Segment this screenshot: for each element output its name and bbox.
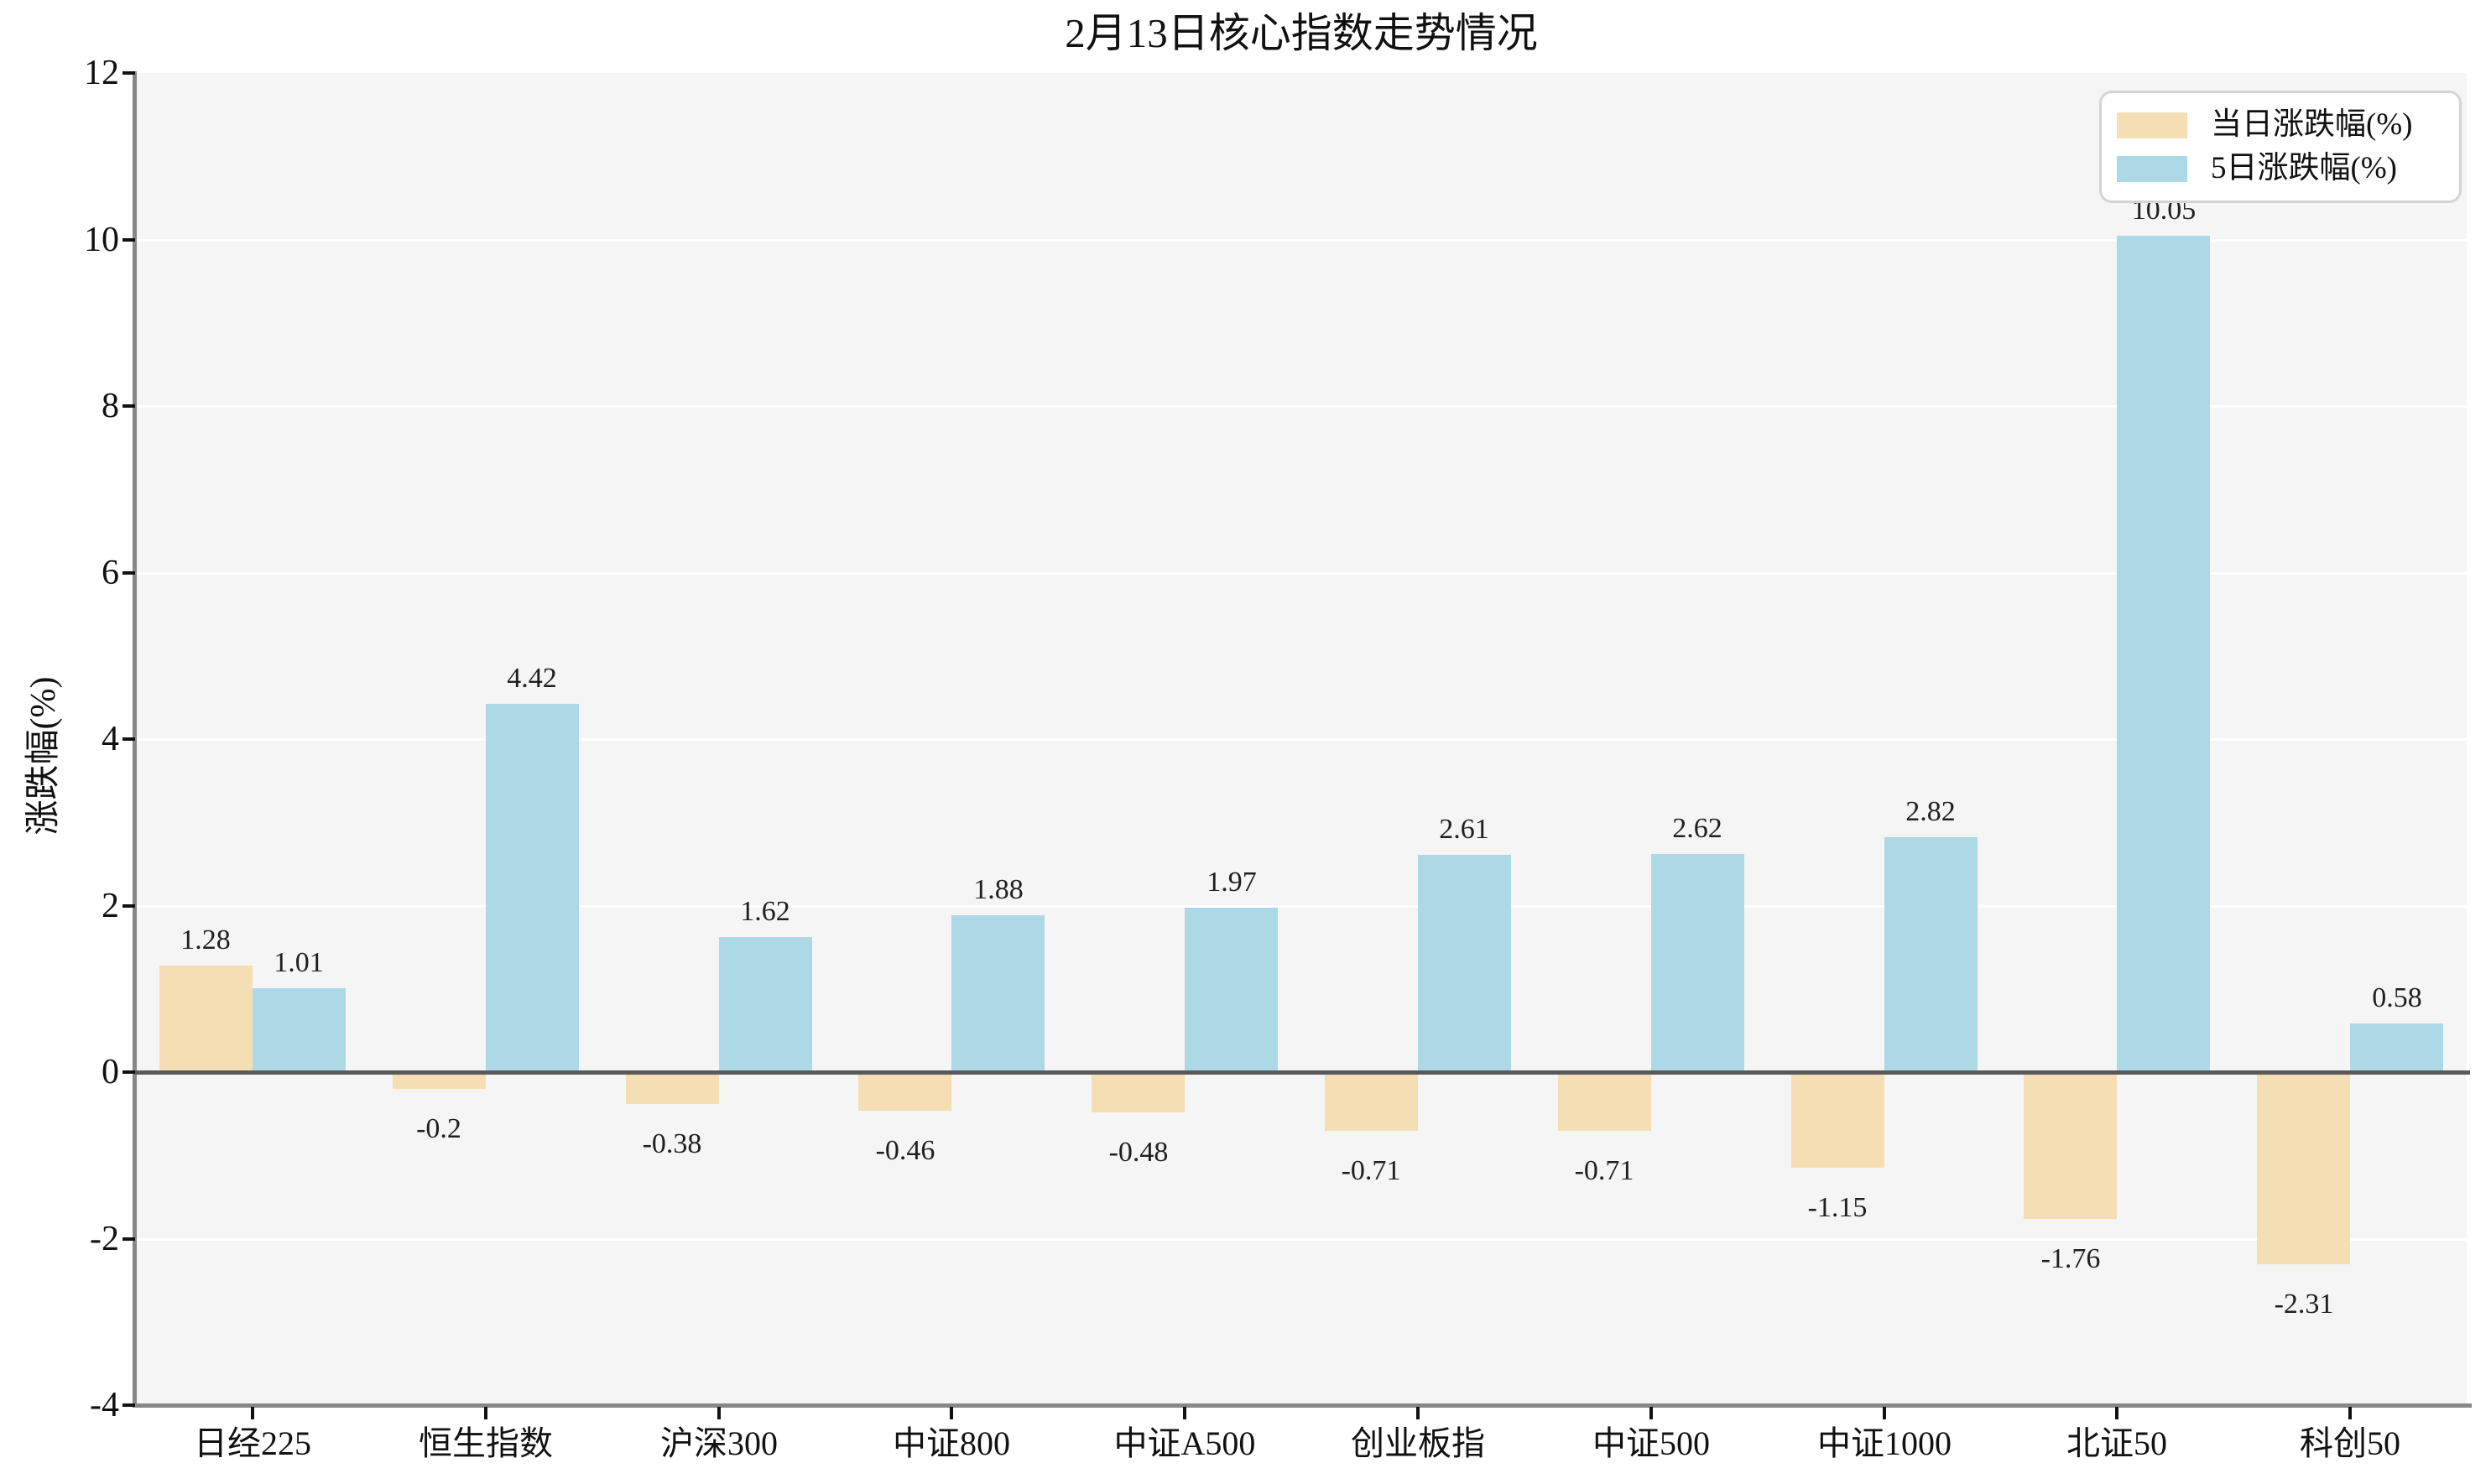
- bar-5day-日经225: [253, 988, 346, 1072]
- bar-daily-沪深300: [626, 1072, 719, 1104]
- zero-line: [134, 1070, 2470, 1075]
- x-tick-label-恒生指数: 恒生指数: [419, 1424, 553, 1462]
- bar-value-label: 0.58: [2372, 982, 2422, 1013]
- bar-value-label: -0.46: [875, 1135, 935, 1166]
- bar-value-label: 2.82: [1905, 796, 1956, 827]
- bar-5day-科创50: [2350, 1023, 2443, 1072]
- bar-value-label: 2.61: [1439, 814, 1489, 845]
- y-tick-label--2: -2: [90, 1220, 119, 1258]
- y-tick-8: [122, 404, 135, 408]
- plot-area: [136, 73, 2467, 1405]
- bar-daily-中证800: [858, 1072, 951, 1111]
- y-tick-label-6: 6: [102, 554, 119, 592]
- bar-value-label: 1.62: [740, 896, 790, 927]
- y-tick-label-4: 4: [102, 720, 119, 758]
- bar-daily-中证500: [1558, 1072, 1651, 1131]
- bar-5day-北证50: [2117, 236, 2210, 1072]
- gridline-y--2: [136, 1237, 2467, 1241]
- x-tick-label-沪深300: 沪深300: [660, 1424, 778, 1462]
- legend-swatch-daily-change: [2117, 112, 2187, 138]
- bar-value-label: -0.71: [1574, 1155, 1634, 1186]
- bar-value-label: -1.76: [2040, 1243, 2101, 1274]
- x-tick-label-北证50: 北证50: [2066, 1424, 2167, 1462]
- x-tick-label-日经225: 日经225: [194, 1424, 311, 1462]
- y-tick-label-8: 8: [102, 387, 119, 425]
- y-tick-6: [122, 571, 135, 575]
- chart-title: 2月13日核心指数走势情况: [1065, 10, 1538, 56]
- bar-daily-中证1000: [1791, 1072, 1884, 1168]
- bar-value-label: 1.28: [180, 924, 231, 955]
- x-tick-科创50: [2348, 1407, 2352, 1419]
- bar-daily-中证A500: [1092, 1072, 1185, 1112]
- bar-value-label: 1.88: [973, 874, 1024, 905]
- legend-item-5day-change: 5日涨跌幅(%): [2117, 152, 2444, 185]
- x-tick-中证800: [950, 1407, 953, 1419]
- bar-daily-创业板指: [1325, 1072, 1418, 1131]
- x-tick-中证500: [1649, 1407, 1653, 1419]
- bar-5day-中证800: [951, 915, 1045, 1072]
- gridline-y-2: [136, 904, 2467, 908]
- legend-label-5day-change: 5日涨跌幅(%): [2211, 151, 2397, 185]
- y-tick-12: [122, 71, 135, 75]
- x-tick-label-中证A500: 中证A500: [1113, 1424, 1256, 1462]
- bar-value-label: -0.38: [642, 1128, 702, 1159]
- gridline-y-6: [136, 571, 2467, 575]
- y-tick-2: [122, 904, 135, 908]
- bar-value-label: -0.2: [416, 1113, 461, 1144]
- bar-5day-创业板指: [1418, 855, 1511, 1072]
- y-tick-10: [122, 238, 135, 242]
- y-tick-0: [122, 1070, 135, 1074]
- y-tick-label--4: -4: [90, 1386, 119, 1424]
- y-tick-label-2: 2: [102, 887, 119, 925]
- legend-item-daily-change: 当日涨跌幅(%): [2117, 108, 2444, 142]
- y-tick-label-10: 10: [84, 221, 119, 259]
- gridline-y-10: [136, 238, 2467, 242]
- bar-value-label: 4.42: [507, 663, 557, 694]
- bar-value-label: -2.31: [2274, 1289, 2334, 1320]
- x-tick-label-中证1000: 中证1000: [1817, 1424, 1952, 1462]
- bar-value-label: 2.62: [1672, 813, 1722, 844]
- bar-daily-日经225: [159, 966, 253, 1072]
- bar-daily-恒生指数: [393, 1072, 486, 1089]
- x-axis-spine: [133, 1403, 2472, 1408]
- y-tick-label-0: 0: [102, 1053, 119, 1091]
- x-tick-恒生指数: [484, 1407, 487, 1419]
- bar-value-label: -1.15: [1807, 1192, 1868, 1223]
- gridline-y-8: [136, 405, 2467, 408]
- bar-5day-沪深300: [719, 937, 812, 1072]
- legend-swatch-5day-change: [2117, 155, 2187, 182]
- bar-5day-中证A500: [1185, 908, 1278, 1072]
- bar-value-label: -0.48: [1108, 1137, 1169, 1168]
- bar-5day-中证1000: [1884, 837, 1978, 1072]
- legend: 当日涨跌幅(%) 5日涨跌幅(%): [2099, 91, 2462, 203]
- legend-label-daily-change: 当日涨跌幅(%): [2211, 107, 2413, 142]
- y-tick-label-12: 12: [84, 54, 119, 92]
- x-tick-label-科创50: 科创50: [2300, 1424, 2400, 1462]
- gridline-y-4: [136, 738, 2467, 741]
- x-tick-北证50: [2115, 1407, 2118, 1419]
- x-tick-创业板指: [1416, 1407, 1420, 1419]
- bar-value-label: 1.97: [1206, 867, 1257, 898]
- y-tick--4: [122, 1403, 135, 1407]
- x-tick-label-中证800: 中证800: [893, 1424, 1010, 1462]
- bar-5day-中证500: [1651, 854, 1744, 1072]
- x-tick-沪深300: [717, 1407, 721, 1419]
- x-tick-日经225: [251, 1407, 254, 1419]
- x-tick-中证1000: [1883, 1407, 1886, 1419]
- y-tick-4: [122, 737, 135, 741]
- bar-5day-恒生指数: [486, 704, 579, 1072]
- x-tick-label-中证500: 中证500: [1592, 1424, 1710, 1462]
- y-tick--2: [122, 1237, 135, 1241]
- bar-value-label: 1.01: [274, 947, 324, 978]
- bar-daily-北证50: [2024, 1072, 2117, 1219]
- x-tick-label-创业板指: 创业板指: [1351, 1424, 1485, 1462]
- bar-daily-科创50: [2257, 1072, 2350, 1264]
- bar-value-label: -0.71: [1341, 1155, 1401, 1186]
- x-tick-中证A500: [1183, 1407, 1186, 1419]
